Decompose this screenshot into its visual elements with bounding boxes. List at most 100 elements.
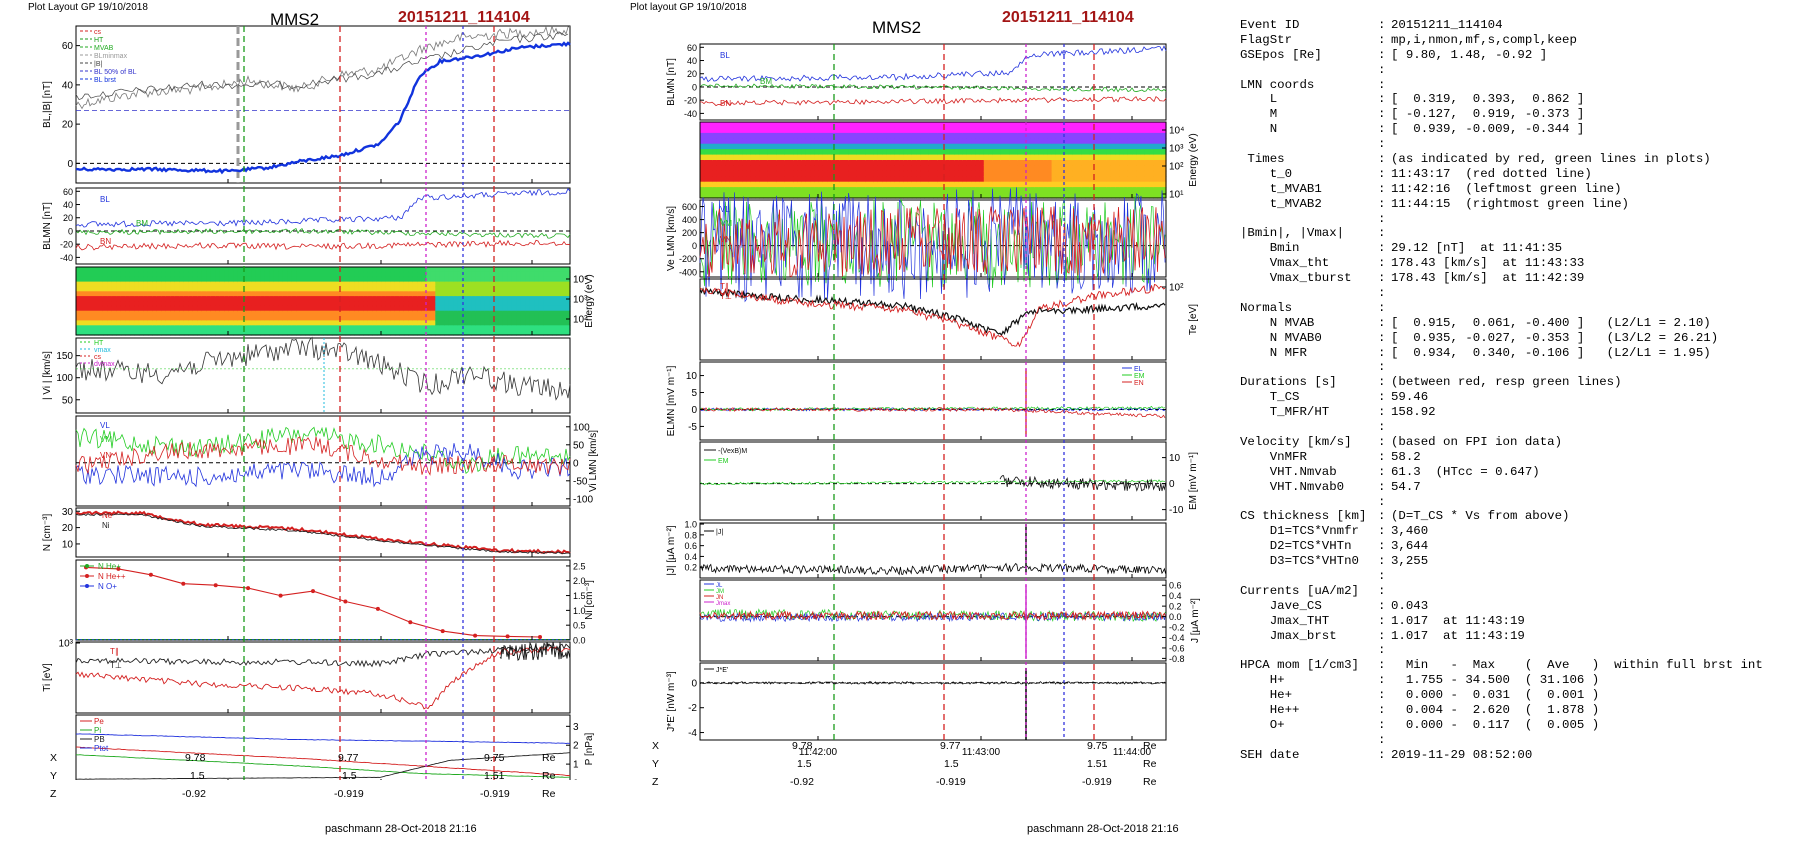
spectrogram-cell bbox=[750, 176, 756, 183]
spectrogram-cell bbox=[287, 330, 293, 336]
spectrogram-cell bbox=[430, 315, 436, 322]
y-tick-label: 0.0 bbox=[573, 636, 586, 646]
info-colon: : bbox=[1378, 598, 1386, 613]
spectrogram-cell bbox=[1136, 170, 1142, 177]
spectrogram-cell bbox=[372, 305, 378, 312]
spectrogram-cell bbox=[201, 271, 207, 278]
spectrogram-cell bbox=[1047, 181, 1053, 188]
spectrogram-cell bbox=[480, 281, 486, 288]
y-tick-label: 2.0 bbox=[573, 576, 586, 586]
spectrogram-cell bbox=[260, 291, 266, 297]
spectrogram-cell bbox=[129, 310, 135, 317]
spectrogram-cell bbox=[242, 320, 248, 326]
spectrogram-cell bbox=[827, 181, 832, 188]
spectrogram-cell bbox=[80, 276, 86, 283]
spectrogram-cell bbox=[305, 291, 311, 297]
spectrogram-cell bbox=[210, 281, 216, 288]
spectrogram-cell bbox=[789, 160, 794, 166]
spectrogram-cell bbox=[358, 281, 364, 288]
spectrogram-cell bbox=[489, 310, 495, 317]
spectrogram-cell bbox=[534, 296, 540, 302]
spectrogram-cell bbox=[457, 281, 463, 288]
spectrogram-cell bbox=[448, 330, 454, 336]
spectrogram-cell bbox=[1106, 181, 1112, 188]
spectrogram-cell bbox=[708, 170, 714, 177]
spectrogram-cell bbox=[767, 181, 773, 188]
spectrogram-cell bbox=[865, 165, 870, 172]
y-tick-label: 0.4 bbox=[684, 552, 697, 562]
spectrogram-cell bbox=[763, 176, 769, 183]
spectrogram-cell bbox=[152, 281, 158, 288]
spectrogram-cell bbox=[538, 267, 544, 273]
info-key: GSEpos [Re] bbox=[1240, 47, 1322, 62]
spectrogram-cell bbox=[94, 330, 100, 336]
spectrogram-cell bbox=[1149, 181, 1154, 188]
spectrogram-cell bbox=[507, 325, 513, 331]
spectrogram-cell bbox=[561, 325, 567, 331]
info-row: : bbox=[1240, 420, 1800, 435]
spectrogram-cell bbox=[844, 165, 849, 172]
spectrogram-cell bbox=[381, 305, 387, 312]
spectrogram-cell bbox=[305, 330, 311, 336]
spectrogram-cell bbox=[704, 132, 709, 139]
spectrogram-cell bbox=[246, 286, 252, 292]
spectrogram-cell bbox=[448, 310, 454, 317]
left-pos-label-x: X bbox=[50, 752, 58, 764]
spectrogram-cell bbox=[462, 305, 468, 312]
spectrogram-cell bbox=[219, 320, 225, 326]
spectrogram-cell bbox=[165, 286, 171, 292]
spectrogram-cell bbox=[928, 181, 934, 188]
spectrogram-cell bbox=[755, 181, 760, 188]
spectrogram-cell bbox=[525, 296, 531, 302]
spectrogram-cell bbox=[716, 181, 722, 188]
spectrogram-cell bbox=[1081, 192, 1087, 199]
spectrogram-cell bbox=[903, 122, 909, 128]
spectrogram-cell bbox=[1060, 138, 1065, 145]
spectrogram-cell bbox=[1060, 165, 1065, 172]
spectrogram-cell bbox=[700, 176, 705, 183]
spectrogram-cell bbox=[466, 281, 472, 288]
spectrogram-cell bbox=[772, 149, 777, 156]
spectrogram-cell bbox=[729, 149, 735, 156]
spectrogram-cell bbox=[453, 310, 459, 317]
info-colon: : bbox=[1378, 152, 1386, 167]
spectrogram-cell bbox=[430, 291, 436, 297]
info-value: 2019-11-29 08:52:00 bbox=[1391, 747, 1533, 762]
spectrogram-cell bbox=[877, 127, 883, 134]
spectrogram-cell bbox=[246, 330, 252, 336]
spectrogram-cell bbox=[784, 187, 790, 194]
info-row: Event ID:20151211_114104 bbox=[1240, 18, 1800, 33]
spectrogram-cell bbox=[1072, 181, 1078, 188]
spectrogram-cell bbox=[327, 305, 333, 312]
spectrogram-cell bbox=[403, 281, 409, 288]
spectrogram-cell bbox=[174, 301, 180, 307]
spectrogram-cell bbox=[793, 122, 798, 128]
spectrogram-cell bbox=[712, 122, 718, 128]
spectrogram-cell bbox=[363, 325, 369, 331]
spectrogram-cell bbox=[911, 149, 917, 156]
spectrogram-cell bbox=[822, 132, 828, 139]
spectrogram-cell bbox=[543, 271, 549, 278]
spectrogram-cell bbox=[958, 132, 964, 139]
spectrogram-cell bbox=[318, 310, 324, 317]
spectrogram-cell bbox=[1161, 143, 1167, 150]
spectrogram-cell bbox=[183, 320, 189, 326]
spectrogram-cell bbox=[439, 281, 445, 288]
spectrogram-cell bbox=[529, 271, 535, 278]
spectrogram-cell bbox=[309, 267, 315, 273]
spectrogram-cell bbox=[810, 170, 815, 177]
spectrogram-cell bbox=[89, 325, 95, 331]
left-pos-x-2: 9.77 bbox=[338, 752, 359, 764]
spectrogram-cell bbox=[780, 170, 786, 177]
spectrogram-cell bbox=[462, 267, 468, 273]
spectrogram-cell bbox=[1094, 122, 1099, 128]
spectrogram-cell bbox=[1110, 165, 1116, 172]
spectrogram-cell bbox=[742, 122, 748, 128]
info-key: He+ bbox=[1240, 688, 1293, 703]
spectrogram-cell bbox=[188, 296, 194, 302]
spectrogram-cell bbox=[408, 291, 414, 297]
spectrogram-cell bbox=[507, 271, 513, 278]
spectrogram-cell bbox=[1064, 149, 1070, 156]
spectrogram-cell bbox=[971, 127, 976, 134]
spectrogram-cell bbox=[861, 170, 866, 177]
